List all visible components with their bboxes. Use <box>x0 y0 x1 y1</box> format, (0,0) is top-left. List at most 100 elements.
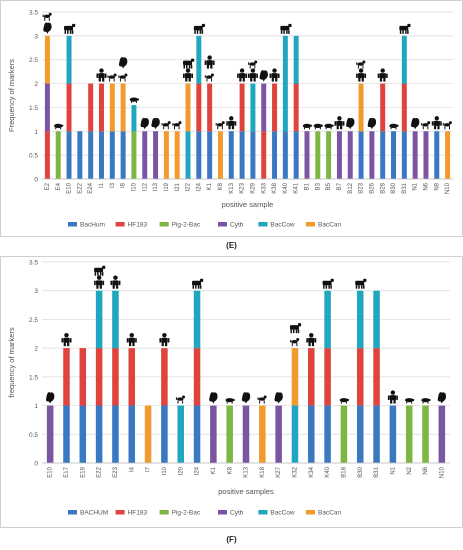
dog-icon-part <box>291 342 293 347</box>
cow-icon-part <box>72 23 76 28</box>
human-icon-part <box>433 120 440 126</box>
f-bar-segment-bachum <box>389 405 397 463</box>
human-icon-part <box>63 342 66 347</box>
e-y-tick-label: 1 <box>34 129 38 136</box>
human-icon-part <box>162 332 167 338</box>
e-x-tick-label: B12 <box>348 182 354 193</box>
cow-icon <box>94 265 106 276</box>
f-bar-segment-hf183 <box>112 348 119 406</box>
dog-icon-part <box>124 78 126 82</box>
f-bar-segment-baccow <box>356 290 364 349</box>
human-icon-part <box>67 342 70 347</box>
human-icon-part <box>104 73 107 78</box>
e-y-tick-label: 0 <box>34 177 38 184</box>
e-bar-segment-baccan <box>120 83 126 132</box>
e-bar-segment-hf183 <box>401 83 407 132</box>
human-icon-part <box>253 77 256 82</box>
dog-icon-part <box>221 126 223 130</box>
f-legend: BACHUM HF183 Pig-2-Bac Cytb BacCow BacCan <box>68 510 342 517</box>
chicken-icon-part <box>274 392 283 404</box>
cow-icon-part <box>405 30 407 34</box>
f-x-tick-label: E23 <box>113 466 119 477</box>
cow-icon-part <box>363 278 367 282</box>
chicken-icon <box>259 70 268 82</box>
human-icon-part <box>98 73 105 79</box>
f-y-tick-label: 1 <box>34 403 38 410</box>
dog-icon <box>172 121 182 130</box>
cow-icon-part <box>97 272 99 276</box>
pig-icon-part <box>136 98 140 101</box>
f-bar-segment-cytb <box>242 405 250 463</box>
chicken-icon-part <box>140 117 149 130</box>
human-icon-part <box>250 68 256 73</box>
e-x-tick-label: E2 <box>45 182 51 190</box>
f-bar-segment-bachum <box>356 405 364 463</box>
f-bar-segment-bachum <box>95 405 103 463</box>
e-x-axis-label: positive sample <box>222 200 274 209</box>
cow-icon-part <box>363 285 365 289</box>
chicken-icon-part <box>367 117 377 130</box>
chicken-icon-part <box>45 392 55 404</box>
cow-icon-part <box>289 325 299 330</box>
chicken-icon <box>437 392 447 404</box>
human-icon-part <box>102 280 105 286</box>
dog-icon <box>42 12 52 21</box>
e-x-tick-label: B26 <box>369 182 375 193</box>
cow-icon-part <box>192 280 202 286</box>
human-icon-part <box>229 116 234 121</box>
dog-icon-part <box>178 121 182 125</box>
f-legend-label: Pig-2-Bac <box>172 510 201 517</box>
human-icon-part <box>185 68 191 73</box>
e-bar-segment-cytb <box>412 131 418 179</box>
pig-icon-part <box>309 124 313 127</box>
e-x-tick-label: K41 <box>294 182 300 193</box>
human-icon-part <box>112 280 119 286</box>
human-icon <box>377 68 388 82</box>
f-bar-segment-baccow <box>291 405 299 463</box>
f-x-tick-label: B18 <box>341 466 347 477</box>
cow-icon-part <box>194 30 196 34</box>
pig-icon-part <box>325 127 327 130</box>
human-icon-part <box>185 77 188 82</box>
f-bar-segment-bachum <box>373 405 380 463</box>
e-legend-swatch <box>68 222 77 227</box>
cow-icon-part <box>191 58 195 62</box>
dog-icon <box>290 338 300 347</box>
e-bar-segment-bachum <box>109 131 115 179</box>
dog-icon-part <box>167 121 171 125</box>
pig-icon-part <box>390 127 392 130</box>
e-x-tick-label: N8 <box>434 182 440 190</box>
cow-icon-part <box>99 272 102 276</box>
pig-icon <box>405 398 415 404</box>
f-x-tick-label: I4 <box>129 466 135 472</box>
pig-icon-part <box>324 123 333 128</box>
dog-icon-part <box>290 339 292 343</box>
human-icon <box>204 55 215 69</box>
f-bar-segment-pig-2-bac <box>422 405 429 463</box>
human-icon <box>431 116 442 130</box>
human-icon-part <box>250 77 253 82</box>
chicken-icon <box>209 392 218 404</box>
f-legend-swatch <box>306 510 315 515</box>
e-x-tick-label: I13 <box>153 182 159 191</box>
e-legend-swatch <box>258 222 268 227</box>
dog-icon-part <box>249 62 256 66</box>
e-legend: BacHum HF183 Pig-2-Bac Cytb BacCow BacCan <box>68 222 342 229</box>
dog-icon-part <box>48 12 52 16</box>
cow-icon-part <box>67 30 69 34</box>
chicken-icon <box>367 117 377 130</box>
f-bar-segment-cytb <box>210 405 217 463</box>
human-icon-part <box>161 342 164 347</box>
dog-icon-part <box>422 123 429 127</box>
e-legend-label: Pig-2-Bac <box>172 222 201 229</box>
human-icon-part <box>380 68 385 73</box>
human-icon <box>159 332 170 347</box>
human-icon-part <box>159 338 161 343</box>
e-x-tick-label: E10 <box>67 182 73 193</box>
e-bar-segment-baccow <box>131 105 137 132</box>
e-bar-segment-hf183 <box>98 83 104 132</box>
e-bar-segment-hf183 <box>239 83 245 132</box>
e-bar-segment-hf183 <box>196 83 202 132</box>
cow-icon-part <box>188 64 191 69</box>
f-bar-segment-hf183 <box>128 348 136 406</box>
